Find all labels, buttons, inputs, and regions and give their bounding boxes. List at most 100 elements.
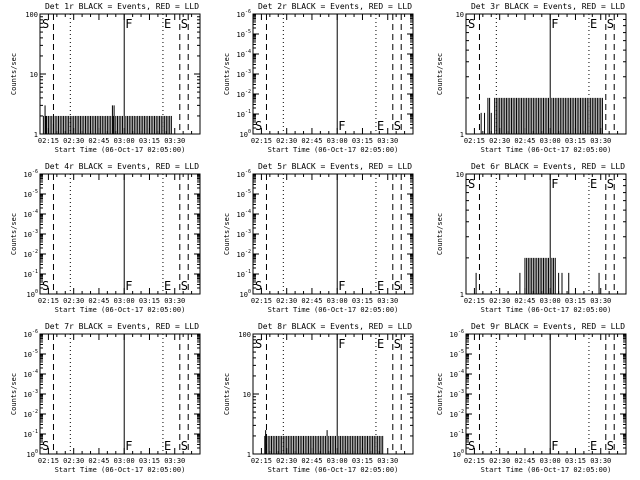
y-axis-label: Counts/sec (436, 213, 444, 255)
x-tick-label: 02:30 (276, 297, 297, 305)
panel-7: Det 7r BLACK = Events, RED = LLD 100 10-1 1… (10, 322, 201, 474)
y-tick-label: 10-4 (237, 49, 251, 59)
event-marker-label: F (551, 177, 558, 191)
event-marker-label: F (551, 439, 558, 453)
y-tick-label: 10-4 (450, 369, 464, 379)
x-tick-label: 02:30 (276, 137, 297, 145)
event-marker-label: S (181, 17, 188, 31)
panel-title: Det 6r BLACK = Events, RED = LLD (471, 162, 625, 171)
y-tick-label: 10-6 (24, 329, 38, 339)
y-tick-label: 10-2 (24, 249, 38, 259)
event-marker-label: S (394, 119, 401, 133)
x-tick-label: 02:45 (301, 297, 322, 305)
y-tick-label: 10-4 (24, 369, 38, 379)
x-axis-label: Start Time (06-Oct-17 02:05:00) (268, 306, 399, 314)
y-tick-label: 10-5 (24, 189, 38, 199)
x-tick-label: 02:15 (38, 297, 59, 305)
x-axis-label: Start Time (06-Oct-17 02:05:00) (55, 146, 186, 154)
event-marker-label: S (394, 337, 401, 351)
event-marker-label: E (590, 439, 597, 453)
panel-title: Det 9r BLACK = Events, RED = LLD (471, 322, 625, 331)
panel-title: Det 2r BLACK = Events, RED = LLD (258, 2, 412, 11)
y-tick-label: 10 (30, 71, 38, 79)
x-tick-label: 02:30 (489, 297, 510, 305)
y-axis-label: Counts/sec (10, 213, 18, 255)
y-tick-label: 10 (456, 11, 464, 19)
y-tick-label: 10-3 (237, 69, 251, 79)
x-axis-label: Start Time (06-Oct-17 02:05:00) (268, 466, 399, 474)
x-axis-label: Start Time (06-Oct-17 02:05:00) (268, 146, 399, 154)
x-tick-label: 03:30 (377, 137, 398, 145)
y-tick-label: 10-1 (237, 269, 251, 279)
x-tick-label: 03:15 (139, 457, 160, 465)
event-marker-label: F (338, 337, 345, 351)
y-tick-label: 1 (460, 291, 464, 299)
x-tick-label: 03:15 (139, 297, 160, 305)
event-marker-label: E (377, 337, 384, 351)
plot-frame (39, 173, 201, 295)
x-tick-label: 02:30 (276, 457, 297, 465)
panel-2: Det 2r BLACK = Events, RED = LLD 100 10-1 1… (223, 2, 414, 154)
plot-frame (465, 13, 627, 135)
y-tick-label: 100 (27, 449, 38, 459)
x-tick-label: 02:45 (301, 137, 322, 145)
y-tick-label: 10-2 (237, 249, 251, 259)
y-tick-label: 100 (240, 289, 251, 299)
x-tick-label: 02:15 (464, 137, 485, 145)
event-marker-label: S (468, 17, 475, 31)
event-marker-label: E (377, 279, 384, 293)
y-tick-label: 10-6 (237, 169, 251, 179)
y-tick-label: 10-1 (24, 429, 38, 439)
event-marker-label: S (42, 17, 49, 31)
event-marker-label: S (255, 337, 262, 351)
x-tick-label: 03:15 (565, 457, 586, 465)
x-tick-label: 02:30 (489, 457, 510, 465)
x-tick-label: 03:00 (540, 457, 561, 465)
y-tick-label: 1 (460, 131, 464, 139)
y-tick-label: 1 (247, 451, 251, 459)
x-tick-label: 03:15 (565, 137, 586, 145)
y-tick-label: 10-3 (237, 229, 251, 239)
event-marker-label: S (181, 439, 188, 453)
x-tick-label: 02:45 (301, 457, 322, 465)
x-tick-label: 03:00 (114, 457, 135, 465)
y-tick-label: 10-5 (24, 349, 38, 359)
y-tick-label: 10-4 (24, 209, 38, 219)
y-tick-label: 100 (453, 449, 464, 459)
y-axis-label: Counts/sec (10, 373, 18, 415)
y-tick-label: 10-5 (237, 189, 251, 199)
y-tick-label: 100 (25, 11, 38, 19)
plot-frame (252, 173, 414, 295)
event-marker-label: S (468, 439, 475, 453)
x-tick-label: 02:15 (38, 137, 59, 145)
x-tick-label: 02:30 (63, 137, 84, 145)
x-tick-label: 03:00 (327, 137, 348, 145)
event-marker-label: F (551, 17, 558, 31)
x-axis-label: Start Time (06-Oct-17 02:05:00) (481, 146, 612, 154)
x-axis-label: Start Time (06-Oct-17 02:05:00) (481, 306, 612, 314)
y-tick-label: 100 (27, 289, 38, 299)
x-tick-label: 03:30 (590, 137, 611, 145)
x-tick-label: 02:45 (88, 457, 109, 465)
y-tick-label: 10-2 (24, 409, 38, 419)
x-tick-label: 03:30 (590, 297, 611, 305)
x-tick-label: 02:45 (88, 137, 109, 145)
plot-frame (252, 13, 414, 135)
event-marker-label: F (338, 119, 345, 133)
event-marker-label: E (164, 439, 171, 453)
event-marker-label: S (607, 17, 614, 31)
y-tick-label: 10-2 (237, 89, 251, 99)
y-tick-label: 10-1 (237, 109, 251, 119)
event-marker-label: E (164, 279, 171, 293)
event-marker-label: S (468, 177, 475, 191)
panel-1: Det 1r BLACK = Events, RED = LLD 1 10 100 02… (10, 2, 201, 154)
y-tick-label: 10-4 (237, 209, 251, 219)
event-marker-label: S (255, 119, 262, 133)
y-axis-label: Counts/sec (223, 213, 231, 255)
x-tick-label: 02:45 (514, 457, 535, 465)
x-tick-label: 03:00 (327, 297, 348, 305)
event-marker-label: S (42, 279, 49, 293)
x-tick-label: 03:30 (377, 297, 398, 305)
x-tick-label: 02:15 (464, 457, 485, 465)
